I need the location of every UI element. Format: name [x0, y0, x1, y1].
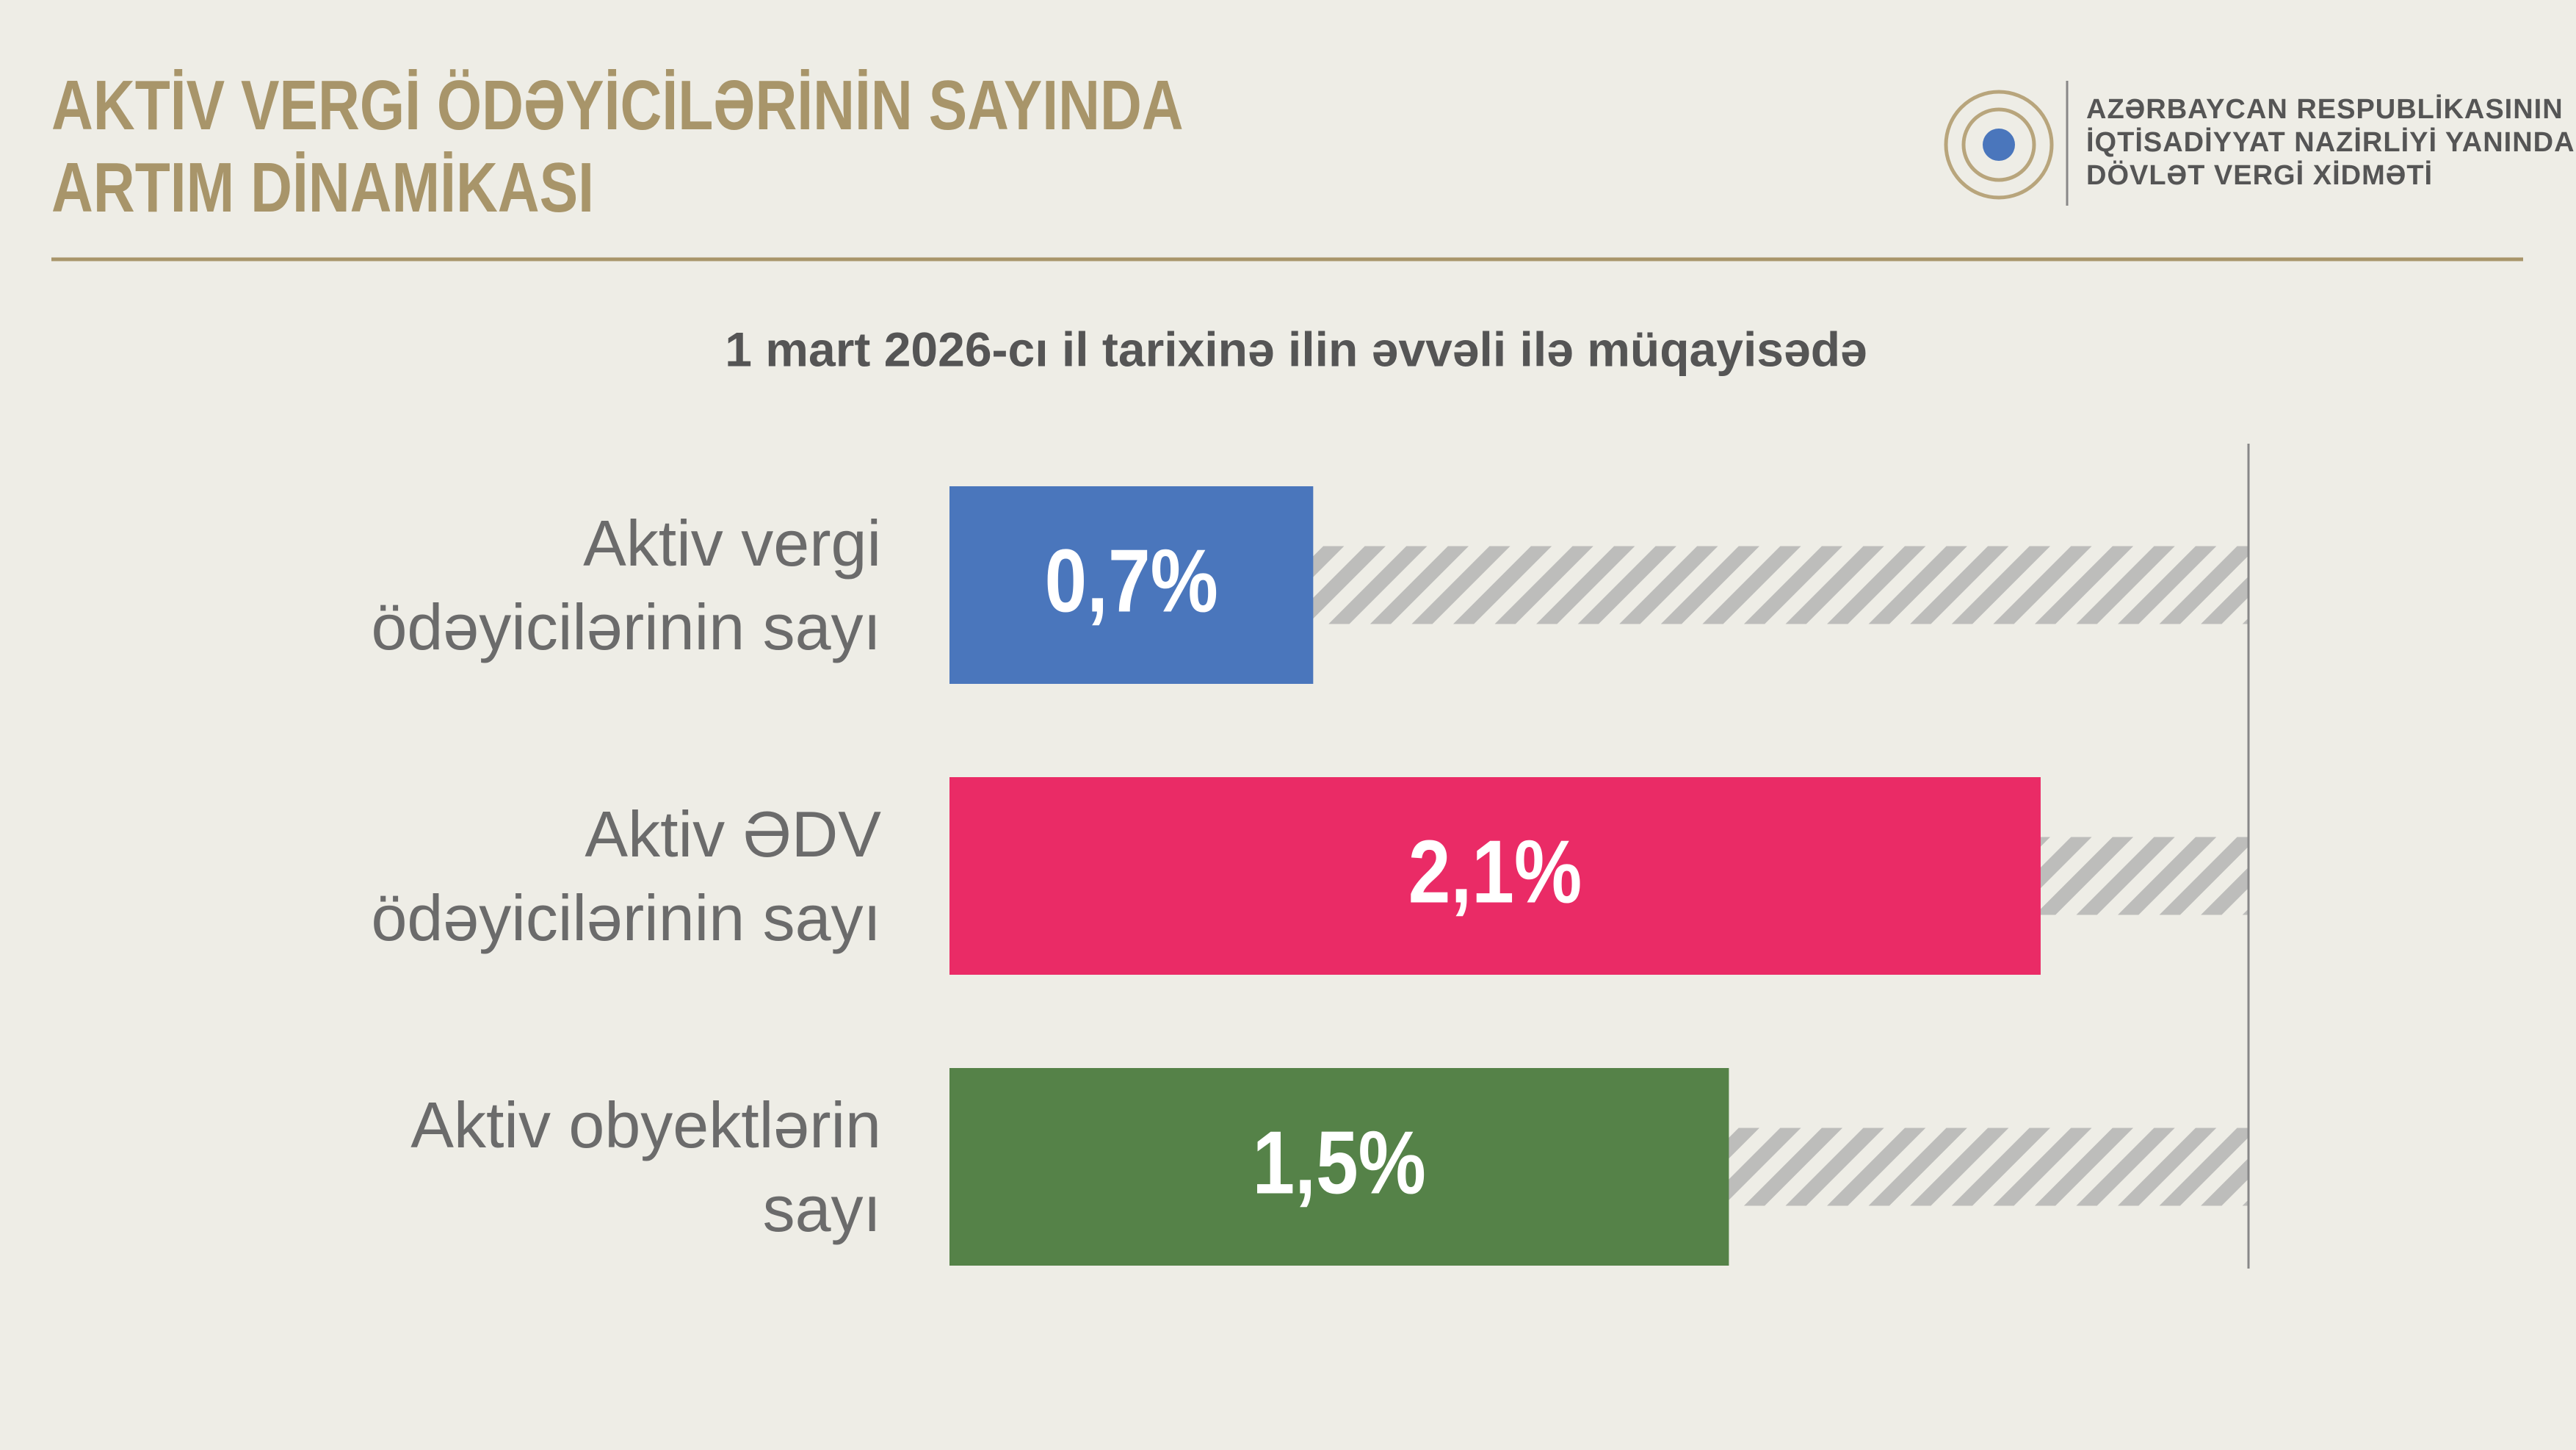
chart-title: AKTİV VERGİ ÖDƏYİCİLƏRİNİN SAYINDA ARTIM… [51, 66, 1182, 227]
bar [949, 1068, 1729, 1266]
chart-subtitle: 1 mart 2026-cı il tarixinə ilin əvvəli i… [725, 322, 1867, 376]
category-label: Aktiv obyektlərin sayı [410, 1088, 881, 1245]
value-label: 2,1% [1408, 822, 1582, 922]
org-line: AZƏRBAYCAN RESPUBLİKASININ [2086, 94, 2564, 125]
org-line: DÖVLƏT VERGİ XİDMƏTİ [2086, 160, 2434, 191]
logo [1944, 90, 2054, 200]
category-label: Aktiv vergi ödəyicilərinin sayı [371, 506, 881, 663]
value-label: 1,5% [1253, 1113, 1426, 1213]
org-line: İQTİSADİYYAT NAZİRLİYİ YANINDA [2086, 127, 2575, 158]
value-label: 0,7% [1044, 531, 1218, 631]
bar [949, 486, 1314, 684]
category-label: Aktiv ƏDV ödəyicilərinin sayı [371, 797, 881, 954]
bar [949, 777, 2041, 975]
